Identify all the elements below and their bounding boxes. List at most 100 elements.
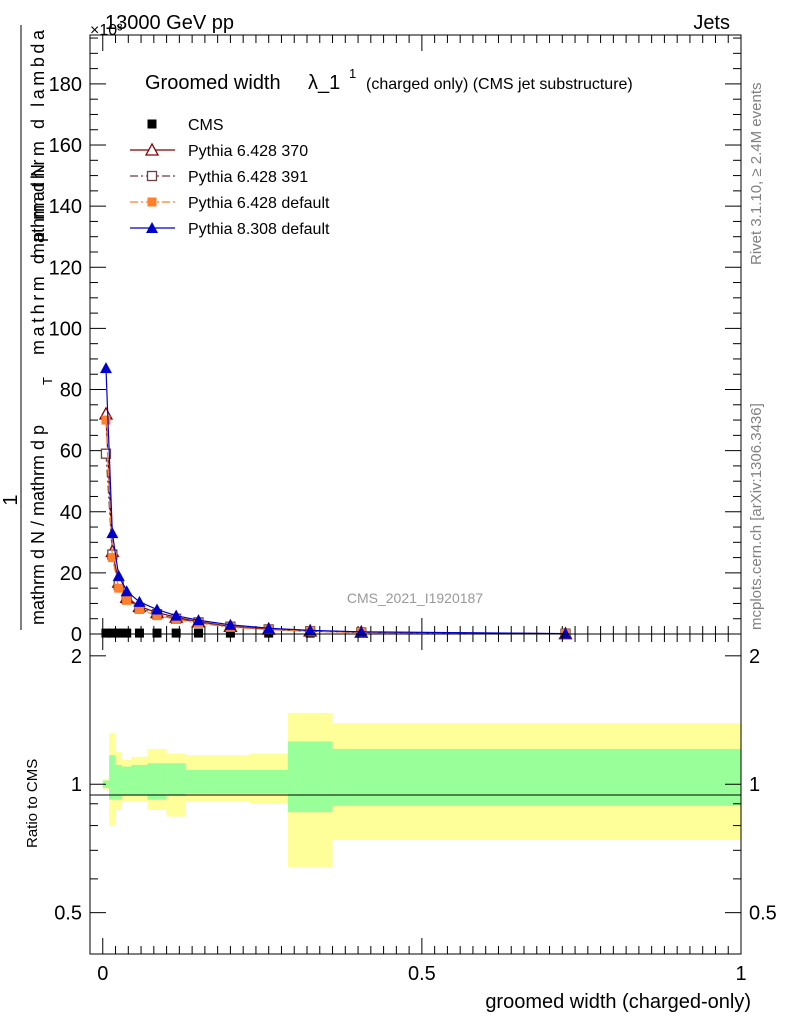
ratio-y-ticks: 0.5 0.5 1 1 2 2	[54, 646, 777, 925]
ratio-inner-band-bin	[115, 764, 122, 800]
data-point	[99, 362, 112, 374]
main-y-axis-label: 1 mathrm d N / mathrm d p T mathrm d N m…	[0, 25, 55, 630]
legend-marker	[146, 170, 158, 182]
main-plot-panel: 0 20 40 60 80 100 120 140 160 180 CMS_2021_I19201…	[49, 34, 742, 646]
main-y-tick-label: 160	[49, 135, 82, 157]
ratio-inner-band-bin	[166, 763, 186, 796]
data-point	[112, 569, 125, 581]
ratio-y-tick-label-right: 1	[749, 774, 760, 796]
ratio-inner-band-bin	[147, 763, 167, 800]
data-point	[225, 628, 235, 638]
chart-title-rest: (charged only) (CMS jet substructure)	[366, 76, 633, 93]
data-point	[170, 609, 183, 621]
legend-marker	[147, 119, 157, 129]
legend-label: Pythia 6.428 default	[188, 195, 330, 212]
ratio-inner-band-bin	[131, 764, 148, 796]
data-point	[122, 595, 132, 605]
ylabel-inner-denominator: mathrm d p mathrm d lambda	[28, 29, 48, 355]
data-point	[101, 628, 111, 638]
data-point	[107, 628, 117, 638]
ratio-inner-band-bin	[249, 769, 288, 794]
legend-label: Pythia 8.308 default	[188, 221, 330, 238]
main-y-tick-label: 40	[60, 502, 82, 524]
chart-title-lambda: λ_1	[308, 72, 340, 94]
legend: CMS Pythia 6.428 370 Pythia 6.428 391 Pythi…	[130, 117, 330, 238]
ratio-frame	[89, 633, 742, 955]
data-point	[101, 415, 111, 425]
ratio-inner-band-bin	[109, 755, 116, 800]
data-point	[134, 628, 144, 638]
rivet-label: Rivet 3.1.10, ≥ 2.4M events	[748, 83, 765, 266]
main-y-tick-label: 180	[49, 74, 82, 96]
ratio-bands	[102, 712, 741, 867]
legend-marker	[146, 222, 158, 233]
process-label: Jets	[693, 12, 730, 34]
chart-title-main: Groomed width	[145, 72, 281, 94]
exponent-label: ×10³	[90, 22, 123, 39]
ratio-y-tick-label: 1	[71, 774, 82, 796]
x-tick-label: 0.5	[408, 963, 436, 985]
main-y-tick-label: 120	[49, 257, 82, 279]
ratio-inner-band-bin	[211, 769, 250, 794]
series-line	[105, 368, 566, 635]
ylabel-denominator: mathrm d N / mathrm d p	[28, 425, 48, 625]
ylabel-inner-numerator: mathrm d N	[28, 164, 48, 258]
ratio-inner-band-bin	[332, 748, 390, 806]
ratio-x-ticks: 0 0.5 1	[89, 634, 747, 985]
ylabel-sub: T	[40, 377, 55, 385]
watermark: CMS_2021_I1920187	[347, 590, 483, 606]
main-y-tick-label: 80	[60, 380, 82, 402]
chart-title-sup: 1	[349, 66, 356, 81]
data-point	[171, 628, 181, 638]
x-tick-label: 0	[97, 963, 108, 985]
ratio-inner-band-bin	[287, 741, 333, 813]
main-y-tick-label: 20	[60, 563, 82, 585]
main-y-ticks: 0 20 40 60 80 100 120 140 160 180	[49, 37, 741, 646]
data-point	[134, 605, 144, 615]
data-point	[106, 527, 119, 539]
ratio-y-tick-label-right: 0.5	[749, 903, 777, 925]
data-point	[114, 628, 124, 638]
ratio-plot-panel: 0.5 0.51 12 2 0 0.5 1	[54, 633, 777, 985]
main-y-tick-label: 140	[49, 196, 82, 218]
ratio-y-tick-label: 0.5	[54, 903, 82, 925]
main-y-tick-label: 60	[60, 441, 82, 463]
data-point	[122, 628, 132, 638]
data-point	[152, 628, 162, 638]
data-point	[304, 624, 317, 636]
data-point	[120, 585, 133, 597]
main-y-tick-label: 100	[49, 318, 82, 340]
ratio-y-label: Ratio to CMS	[24, 759, 41, 848]
ratio-y-tick-label-right: 2	[749, 646, 760, 668]
data-point	[224, 618, 237, 630]
data-point	[192, 614, 205, 626]
main-x-ticks	[89, 35, 729, 634]
ratio-y-tick-label: 2	[71, 646, 82, 668]
data-point	[194, 628, 203, 638]
data-point	[151, 603, 164, 615]
mcplots-label: mcplots.cern.ch [arXiv:1306.3436]	[748, 403, 765, 630]
series-line	[105, 453, 566, 635]
data-point	[262, 622, 275, 634]
data-point	[107, 553, 117, 563]
data-point	[114, 583, 124, 593]
series-line	[105, 413, 566, 635]
data-point	[100, 448, 112, 459]
data-point	[133, 595, 146, 607]
legend-label: CMS	[188, 117, 224, 134]
series-line	[105, 420, 566, 635]
legend-marker	[144, 142, 160, 156]
ratio-inner-band-bin	[389, 748, 741, 806]
legend-marker	[147, 197, 157, 207]
main-y-tick-label: 0	[71, 624, 82, 646]
data-point	[152, 611, 162, 621]
energy-label: 13000 GeV pp	[105, 12, 234, 34]
legend-label: Pythia 6.428 370	[188, 143, 308, 160]
ylabel-numerator: 1	[0, 494, 22, 505]
legend-label: Pythia 6.428 391	[188, 169, 308, 186]
main-series	[98, 362, 573, 640]
x-tick-label: 1	[735, 963, 746, 985]
ratio-inner-band-bin	[121, 766, 132, 796]
ratio-inner-band-bin	[185, 769, 212, 794]
x-axis-label: groomed width (charged-only)	[485, 991, 751, 1013]
